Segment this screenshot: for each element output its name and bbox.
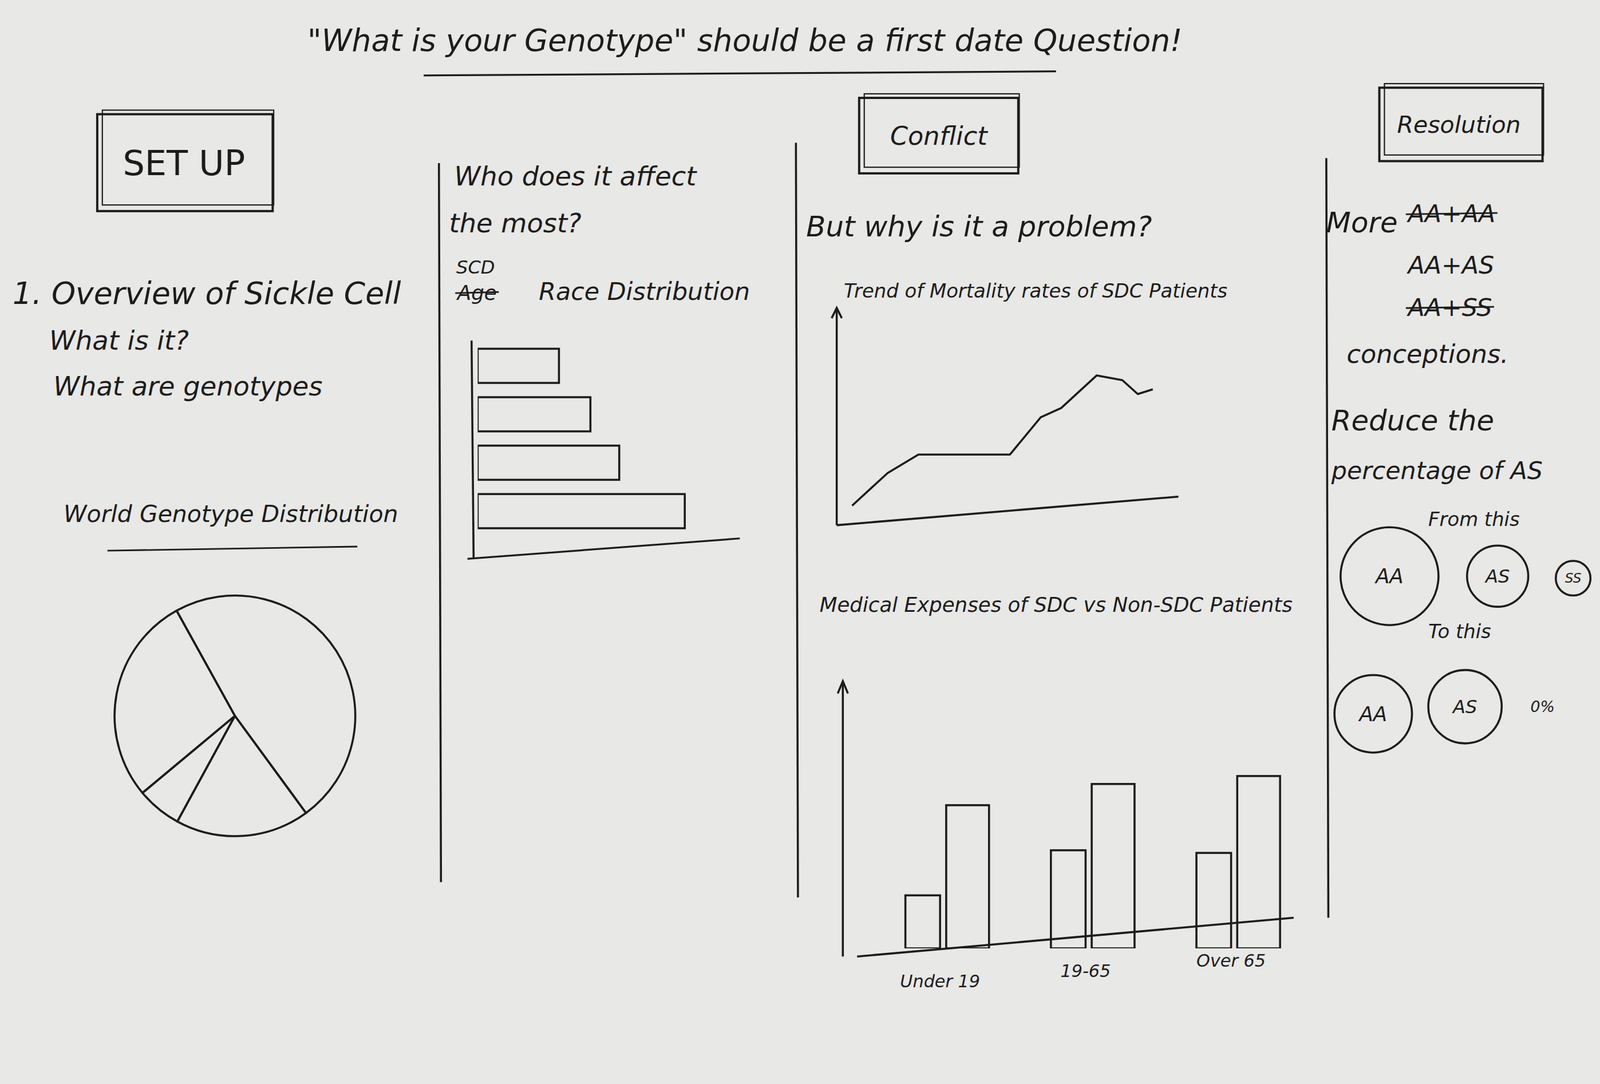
genotype-pair: AA+AS bbox=[1405, 250, 1495, 280]
section-heading: SET UP bbox=[122, 143, 246, 184]
conflict-box-outline bbox=[864, 93, 1020, 168]
resolution-text: conceptions. bbox=[1346, 339, 1509, 370]
strike-line bbox=[455, 291, 499, 294]
genotype-label: AA bbox=[1357, 702, 1388, 726]
paper bbox=[0, 0, 1600, 1084]
setup-box-outline bbox=[102, 109, 274, 205]
line-group bbox=[852, 375, 1153, 507]
pie-slice bbox=[177, 716, 307, 837]
genotype-label: SS bbox=[1565, 570, 1582, 586]
trend-line bbox=[852, 375, 1153, 507]
bar bbox=[1237, 776, 1280, 949]
section-heading: Conflict bbox=[890, 121, 989, 152]
setup-box bbox=[97, 114, 273, 212]
resolution-text: From this bbox=[1428, 508, 1520, 531]
bar bbox=[1091, 784, 1135, 949]
setup-line: 1. Overview of Sickle Cell bbox=[12, 275, 402, 312]
x-axis bbox=[467, 538, 741, 560]
axis-arrow bbox=[831, 307, 843, 319]
strike-line bbox=[1405, 212, 1498, 215]
divider bbox=[439, 163, 442, 883]
conflict-box bbox=[859, 97, 1019, 174]
y-axis bbox=[842, 683, 845, 958]
genotype-label: AS bbox=[1451, 696, 1477, 718]
genotype-circle bbox=[1340, 527, 1439, 626]
pie-slice bbox=[142, 716, 236, 823]
resolution-box bbox=[1379, 87, 1543, 161]
page-title: "What is your Genotype" should be a firs… bbox=[307, 22, 1183, 59]
title-underline bbox=[423, 71, 1057, 76]
x-axis bbox=[836, 496, 1179, 526]
genotype-label: AS bbox=[1484, 565, 1510, 588]
resolution-text: To this bbox=[1428, 620, 1492, 643]
setup-line: What are genotypes bbox=[53, 370, 323, 402]
bar bbox=[1196, 852, 1232, 949]
bar bbox=[946, 805, 990, 949]
annotation: SCD bbox=[456, 256, 495, 279]
bar bbox=[1051, 850, 1086, 949]
genotype-label: AA bbox=[1374, 564, 1404, 588]
divider bbox=[795, 142, 798, 898]
bar bbox=[477, 494, 685, 529]
strike-line bbox=[1405, 306, 1495, 308]
bars bbox=[477, 348, 685, 529]
pie bbox=[114, 595, 355, 837]
who-heading: Who does it affect bbox=[453, 160, 698, 192]
genotype-circle bbox=[1428, 670, 1502, 744]
resolution-box-outline bbox=[1384, 83, 1544, 156]
bar bbox=[477, 348, 559, 383]
title-underline bbox=[107, 546, 358, 551]
genotype-circle bbox=[1334, 675, 1412, 753]
divider bbox=[1326, 157, 1329, 918]
genotype-circle bbox=[1555, 561, 1591, 596]
resolution-text: percentage of AS bbox=[1330, 456, 1543, 485]
bars bbox=[905, 776, 1280, 949]
chart-title: Trend of Mortality rates of SDC Patients bbox=[843, 279, 1228, 303]
axis-arrow bbox=[837, 681, 848, 694]
section-heading: Resolution bbox=[1397, 111, 1522, 139]
y-axis bbox=[471, 340, 474, 559]
who-heading: the most? bbox=[449, 207, 582, 239]
resolution-text: More bbox=[1326, 206, 1398, 240]
resolution-text: Reduce the bbox=[1331, 404, 1495, 438]
bar bbox=[477, 445, 619, 481]
chart-title: World Genotype Distribution bbox=[63, 500, 398, 528]
conflict-question: But why is it a problem? bbox=[806, 210, 1152, 244]
setup-line: What is it? bbox=[49, 325, 189, 357]
pie-slice bbox=[114, 610, 235, 793]
genotype-circle bbox=[1467, 545, 1529, 607]
storyboard: "What is your Genotype" should be a firs… bbox=[0, 0, 1600, 1084]
pie-slice bbox=[176, 595, 355, 814]
x-tick-label: Over 65 bbox=[1196, 950, 1266, 971]
bar bbox=[905, 895, 941, 949]
chart-title: Medical Expenses of SDC vs Non-SDC Patie… bbox=[819, 593, 1293, 617]
y-axis bbox=[835, 310, 839, 526]
bar bbox=[477, 397, 591, 432]
genotype-label: 0% bbox=[1530, 697, 1555, 716]
x-tick-label: Under 19 bbox=[899, 971, 981, 992]
chart-title: Race Distribution bbox=[538, 277, 750, 306]
x-tick-label: 19-65 bbox=[1060, 961, 1111, 982]
